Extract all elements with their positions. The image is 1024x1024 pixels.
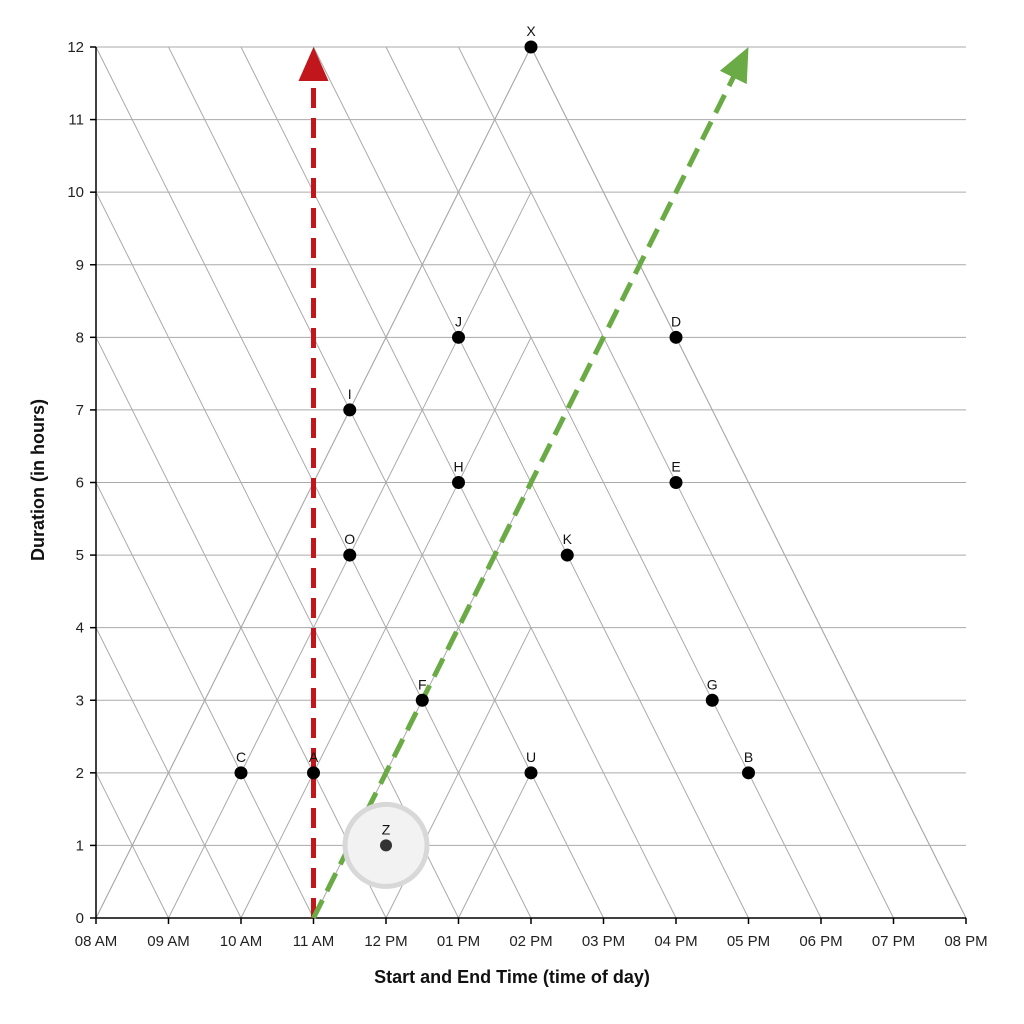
x-tick-label: 07 PM: [872, 933, 915, 950]
x-tick-label: 10 AM: [220, 933, 263, 950]
point-label-d: D: [671, 313, 681, 329]
point-label-f: F: [418, 676, 427, 692]
x-tick-label: 05 PM: [727, 933, 770, 950]
point-k: [560, 548, 574, 562]
y-tick-label: 12: [67, 39, 84, 56]
point-label-h: H: [453, 459, 463, 475]
x-tick-label: 03 PM: [582, 933, 625, 950]
point-a: [307, 766, 320, 780]
point-label-c: C: [236, 749, 246, 765]
y-tick-label: 11: [68, 112, 84, 129]
y-tick-label: 7: [76, 402, 84, 419]
x-tick-label: 08 PM: [944, 933, 987, 950]
green-dashed-arrow-head: [719, 47, 749, 85]
point-label-k: K: [563, 531, 573, 547]
point-label-x: X: [526, 23, 536, 39]
y-tick-label: 3: [76, 692, 84, 709]
x-tick-label: 11 AM: [293, 933, 334, 950]
y-tick-label: 6: [76, 475, 84, 492]
point-h: [452, 476, 465, 489]
x-tick-label: 06 PM: [799, 933, 842, 950]
y-tick-label: 9: [76, 257, 84, 274]
point-label-b: B: [744, 749, 753, 765]
point-label-z: Z: [382, 821, 391, 837]
x-tick-label: 01 PM: [437, 933, 480, 950]
point-z: [380, 839, 392, 852]
x-tick-label: 02 PM: [509, 933, 552, 950]
point-j: [452, 330, 465, 344]
green-dashed-arrow: [311, 74, 737, 920]
point-label-o: O: [344, 531, 355, 547]
point-label-e: E: [671, 459, 680, 475]
y-tick-label: 8: [76, 329, 84, 346]
x-axis-title: Start and End Time (time of day): [374, 967, 650, 987]
y-axis-title: Duration (in hours): [28, 399, 48, 561]
y-tick-label: 4: [76, 620, 84, 637]
point-b: [742, 766, 755, 780]
tri-edge-line: [530, 46, 967, 919]
x-tick-label: 08 AM: [75, 933, 118, 950]
y-tick-label: 2: [76, 765, 84, 782]
point-o: [343, 548, 357, 562]
y-tick-label: 5: [76, 547, 84, 564]
point-f: [415, 693, 429, 707]
point-label-j: J: [455, 313, 462, 329]
point-i: [343, 403, 357, 417]
y-tick-label: 0: [76, 910, 84, 927]
point-d: [669, 330, 683, 344]
point-x: [524, 40, 538, 54]
y-tick-label: 1: [76, 837, 84, 854]
x-tick-label: 09 AM: [147, 933, 190, 950]
data-points: X J D I H E O K F G C A U B Z: [234, 23, 755, 889]
point-label-a: A: [309, 749, 319, 765]
point-g: [705, 693, 719, 707]
y-tick-label: 10: [67, 184, 84, 201]
point-label-g: G: [707, 676, 718, 692]
point-c: [234, 766, 248, 780]
red-dashed-arrow-head: [298, 47, 329, 81]
point-u: [524, 766, 538, 780]
point-e: [669, 476, 683, 489]
x-tick-label: 04 PM: [654, 933, 697, 950]
point-label-i: I: [348, 386, 352, 402]
x-tick-label: 12 PM: [364, 933, 407, 950]
point-label-u: U: [526, 749, 536, 765]
